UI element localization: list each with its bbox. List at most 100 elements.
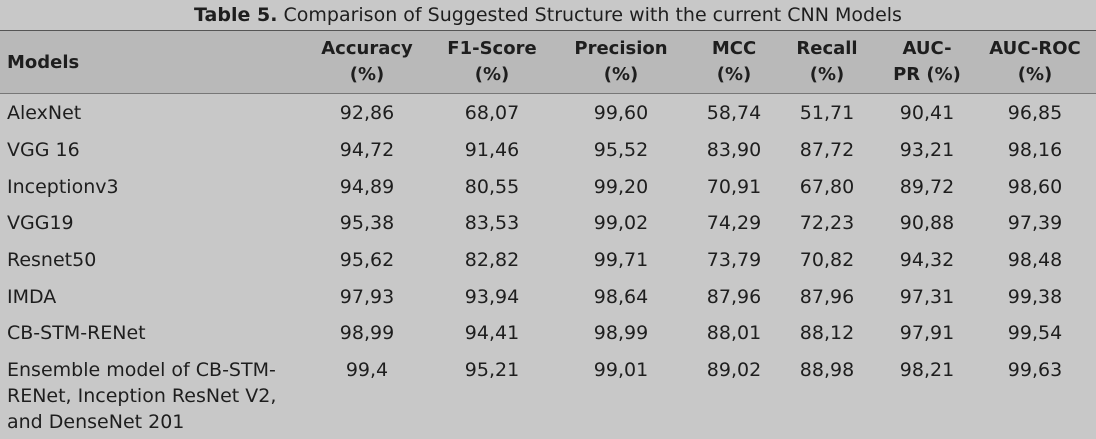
caption-text: Comparison of Suggested Structure with t… xyxy=(283,4,902,26)
header-mcc-line1: MCC xyxy=(711,38,757,59)
accuracy-cell: 99,4 xyxy=(345,359,389,381)
header-precision: Precision (%) xyxy=(566,36,676,88)
header-auc-pr-line2: PR (%) xyxy=(893,64,961,85)
model-name: AlexNet xyxy=(7,100,307,126)
model-name: Inceptionv3 xyxy=(7,174,307,200)
top-rule xyxy=(0,30,1096,31)
model-name-line: IMDA xyxy=(7,286,57,308)
auc-roc-cell: 98,48 xyxy=(1007,249,1063,271)
header-mcc-line2: (%) xyxy=(716,64,752,85)
header-recall-line1: Recall xyxy=(796,38,858,59)
f1-cell: 82,82 xyxy=(464,249,520,271)
header-mcc: MCC (%) xyxy=(694,36,774,88)
auc-roc-cell: 99,54 xyxy=(1007,322,1063,344)
table-caption: Table 5. Comparison of Suggested Structu… xyxy=(0,3,1096,27)
auc-pr-cell: 94,32 xyxy=(899,249,955,271)
header-recall-line2: (%) xyxy=(809,64,845,85)
header-precision-line2: (%) xyxy=(603,64,639,85)
precision-cell: 98,99 xyxy=(593,322,649,344)
caption-label: Table 5. xyxy=(194,4,278,26)
auc-roc-cell: 96,85 xyxy=(1007,102,1063,124)
mcc-cell: 58,74 xyxy=(706,102,762,124)
header-recall: Recall (%) xyxy=(782,36,872,88)
f1-cell: 95,21 xyxy=(464,359,520,381)
model-name-line: Ensemble model of CB-STM- xyxy=(7,359,276,381)
model-name-line: CB-STM-RENet xyxy=(7,322,146,344)
model-name-line: Inceptionv3 xyxy=(7,176,119,198)
header-f1-line2: (%) xyxy=(474,64,510,85)
header-accuracy-line1: Accuracy xyxy=(321,38,413,59)
recall-cell: 72,23 xyxy=(799,212,855,234)
header-rule xyxy=(0,93,1096,94)
accuracy-cell: 95,62 xyxy=(339,249,395,271)
auc-pr-cell: 93,21 xyxy=(899,139,955,161)
auc-roc-cell: 99,38 xyxy=(1007,286,1063,308)
mcc-cell: 70,91 xyxy=(706,176,762,198)
table-row: Resnet50 95,62 82,82 99,71 73,79 70,82 9… xyxy=(0,247,1096,284)
precision-cell: 95,52 xyxy=(593,139,649,161)
f1-cell: 83,53 xyxy=(464,212,520,234)
mcc-cell: 88,01 xyxy=(706,322,762,344)
auc-pr-cell: 97,31 xyxy=(899,286,955,308)
table-row: VGG 16 94,72 91,46 95,52 83,90 87,72 93,… xyxy=(0,137,1096,174)
header-auc-roc: AUC-ROC (%) xyxy=(980,36,1090,88)
recall-cell: 88,98 xyxy=(799,359,855,381)
auc-pr-cell: 90,41 xyxy=(899,102,955,124)
precision-cell: 98,64 xyxy=(593,286,649,308)
accuracy-cell: 94,89 xyxy=(339,176,395,198)
model-name: Resnet50 xyxy=(7,247,307,273)
f1-cell: 94,41 xyxy=(464,322,520,344)
auc-roc-cell: 98,60 xyxy=(1007,176,1063,198)
table-row: VGG19 95,38 83,53 99,02 74,29 72,23 90,8… xyxy=(0,210,1096,247)
f1-cell: 93,94 xyxy=(464,286,520,308)
header-auc-roc-line1: AUC-ROC xyxy=(989,38,1081,59)
auc-roc-cell: 98,16 xyxy=(1007,139,1063,161)
accuracy-cell: 94,72 xyxy=(339,139,395,161)
mcc-cell: 83,90 xyxy=(706,139,762,161)
model-name-line: and DenseNet 201 xyxy=(7,411,185,433)
model-name: VGG 16 xyxy=(7,137,307,163)
table-row: AlexNet 92,86 68,07 99,60 58,74 51,71 90… xyxy=(0,100,1096,137)
recall-cell: 67,80 xyxy=(799,176,855,198)
header-accuracy-line2: (%) xyxy=(349,64,385,85)
accuracy-cell: 97,93 xyxy=(339,286,395,308)
header-f1: F1-Score (%) xyxy=(437,36,547,88)
accuracy-cell: 95,38 xyxy=(339,212,395,234)
table-row: CB-STM-RENet 98,99 94,41 98,99 88,01 88,… xyxy=(0,320,1096,357)
header-auc-roc-line2: (%) xyxy=(1017,64,1053,85)
header-models: Models xyxy=(7,50,79,76)
f1-cell: 80,55 xyxy=(464,176,520,198)
header-models-label: Models xyxy=(7,52,80,73)
recall-cell: 88,12 xyxy=(799,322,855,344)
auc-pr-cell: 90,88 xyxy=(899,212,955,234)
precision-cell: 99,01 xyxy=(593,359,649,381)
f1-cell: 68,07 xyxy=(464,102,520,124)
model-name-line: Resnet50 xyxy=(7,249,97,271)
accuracy-cell: 92,86 xyxy=(339,102,395,124)
header-auc-pr-line1: AUC- xyxy=(902,38,952,59)
model-name-line: RENet, Inception ResNet V2, xyxy=(7,385,277,407)
model-name-line: AlexNet xyxy=(7,102,82,124)
mcc-cell: 73,79 xyxy=(706,249,762,271)
table-row: IMDA 97,93 93,94 98,64 87,96 87,96 97,31… xyxy=(0,284,1096,321)
recall-cell: 87,96 xyxy=(799,286,855,308)
f1-cell: 91,46 xyxy=(464,139,520,161)
model-name: VGG19 xyxy=(7,210,307,236)
precision-cell: 99,71 xyxy=(593,249,649,271)
precision-cell: 99,20 xyxy=(593,176,649,198)
model-name-line: VGG 16 xyxy=(7,139,80,161)
model-name-line: VGG19 xyxy=(7,212,74,234)
auc-roc-cell: 97,39 xyxy=(1007,212,1063,234)
auc-roc-cell: 99,63 xyxy=(1007,359,1063,381)
model-name: Ensemble model of CB-STM- RENet, Incepti… xyxy=(7,357,307,435)
precision-cell: 99,60 xyxy=(593,102,649,124)
accuracy-cell: 98,99 xyxy=(339,322,395,344)
header-accuracy: Accuracy (%) xyxy=(312,36,422,88)
recall-cell: 87,72 xyxy=(799,139,855,161)
header-f1-line1: F1-Score xyxy=(447,38,537,59)
header-precision-line1: Precision xyxy=(574,38,668,59)
recall-cell: 70,82 xyxy=(799,249,855,271)
mcc-cell: 74,29 xyxy=(706,212,762,234)
model-name: IMDA xyxy=(7,284,307,310)
